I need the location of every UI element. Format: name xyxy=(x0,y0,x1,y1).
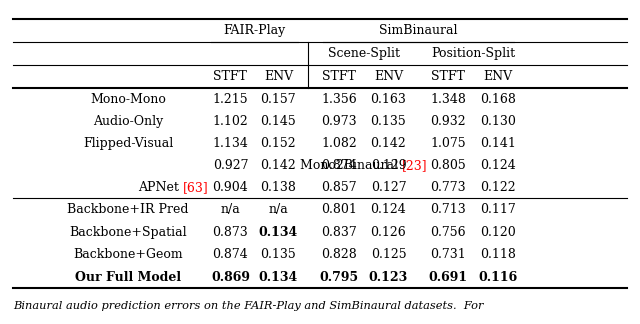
Text: 0.124: 0.124 xyxy=(371,203,406,216)
Text: 0.120: 0.120 xyxy=(480,226,516,238)
Text: 0.869: 0.869 xyxy=(211,271,250,284)
Text: 0.857: 0.857 xyxy=(321,181,357,194)
Text: 0.152: 0.152 xyxy=(260,137,296,150)
Text: ENV: ENV xyxy=(374,70,403,83)
Text: 0.135: 0.135 xyxy=(260,248,296,261)
Text: 0.129: 0.129 xyxy=(371,159,406,172)
Text: 0.904: 0.904 xyxy=(212,181,248,194)
Text: 0.805: 0.805 xyxy=(430,159,466,172)
Text: STFT: STFT xyxy=(323,70,356,83)
Text: Mono2Binaural: Mono2Binaural xyxy=(300,159,402,172)
Text: SimBinaural: SimBinaural xyxy=(380,24,458,37)
Text: 0.828: 0.828 xyxy=(321,248,357,261)
Text: Position-Split: Position-Split xyxy=(431,47,515,60)
Text: 0.713: 0.713 xyxy=(430,203,466,216)
Text: [23]: [23] xyxy=(402,159,428,172)
Text: Flipped-Visual: Flipped-Visual xyxy=(83,137,173,150)
Text: n/a: n/a xyxy=(221,203,240,216)
Text: 0.138: 0.138 xyxy=(260,181,296,194)
Text: 0.168: 0.168 xyxy=(480,93,516,106)
Text: 0.127: 0.127 xyxy=(371,181,406,194)
Text: 0.756: 0.756 xyxy=(430,226,466,238)
Text: 0.125: 0.125 xyxy=(371,248,406,261)
Text: 0.118: 0.118 xyxy=(480,248,516,261)
Text: 0.122: 0.122 xyxy=(480,181,516,194)
Text: 0.134: 0.134 xyxy=(259,271,298,284)
Text: 0.142: 0.142 xyxy=(371,137,406,150)
Text: 1.356: 1.356 xyxy=(321,93,357,106)
Text: 0.145: 0.145 xyxy=(260,115,296,128)
Text: 0.837: 0.837 xyxy=(321,226,357,238)
Text: 0.973: 0.973 xyxy=(321,115,357,128)
Text: 0.163: 0.163 xyxy=(371,93,406,106)
Text: 1.075: 1.075 xyxy=(430,137,466,150)
Text: 0.932: 0.932 xyxy=(430,115,466,128)
Text: 0.773: 0.773 xyxy=(430,181,466,194)
Text: Mono-Mono: Mono-Mono xyxy=(90,93,166,106)
Text: 0.142: 0.142 xyxy=(260,159,296,172)
Text: Scene-Split: Scene-Split xyxy=(328,47,399,60)
Text: ENV: ENV xyxy=(483,70,513,83)
Text: 0.123: 0.123 xyxy=(369,271,408,284)
Text: 0.795: 0.795 xyxy=(319,271,359,284)
Text: 0.801: 0.801 xyxy=(321,203,357,216)
Text: 0.134: 0.134 xyxy=(259,226,298,238)
Text: 1.102: 1.102 xyxy=(212,115,248,128)
Text: [63]: [63] xyxy=(182,181,209,194)
Text: 0.874: 0.874 xyxy=(212,248,248,261)
Text: 1.215: 1.215 xyxy=(212,93,248,106)
Text: 0.927: 0.927 xyxy=(212,159,248,172)
Text: Our Full Model: Our Full Model xyxy=(75,271,181,284)
Text: 0.141: 0.141 xyxy=(480,137,516,150)
Text: APNet: APNet xyxy=(138,181,182,194)
Text: ENV: ENV xyxy=(264,70,293,83)
Text: 0.117: 0.117 xyxy=(480,203,516,216)
Text: 0.731: 0.731 xyxy=(430,248,466,261)
Text: FAIR-Play: FAIR-Play xyxy=(223,24,285,37)
Text: 0.691: 0.691 xyxy=(428,271,468,284)
Text: 1.134: 1.134 xyxy=(212,137,248,150)
Text: 0.874: 0.874 xyxy=(321,159,357,172)
Text: 0.116: 0.116 xyxy=(478,271,518,284)
Text: STFT: STFT xyxy=(214,70,247,83)
Text: 0.157: 0.157 xyxy=(260,93,296,106)
Text: 0.135: 0.135 xyxy=(371,115,406,128)
Text: STFT: STFT xyxy=(431,70,465,83)
Text: Audio-Only: Audio-Only xyxy=(93,115,163,128)
Text: Backbone+Geom: Backbone+Geom xyxy=(73,248,183,261)
Text: Binaural audio prediction errors on the FAIR-Play and SimBinaural datasets.  For: Binaural audio prediction errors on the … xyxy=(13,301,483,311)
Text: 0.873: 0.873 xyxy=(212,226,248,238)
Text: 0.130: 0.130 xyxy=(480,115,516,128)
Text: 1.082: 1.082 xyxy=(321,137,357,150)
Text: 0.124: 0.124 xyxy=(480,159,516,172)
Text: 0.126: 0.126 xyxy=(371,226,406,238)
Text: Backbone+IR Pred: Backbone+IR Pred xyxy=(67,203,189,216)
Text: n/a: n/a xyxy=(269,203,288,216)
Text: 1.348: 1.348 xyxy=(430,93,466,106)
Text: Backbone+Spatial: Backbone+Spatial xyxy=(69,226,187,238)
